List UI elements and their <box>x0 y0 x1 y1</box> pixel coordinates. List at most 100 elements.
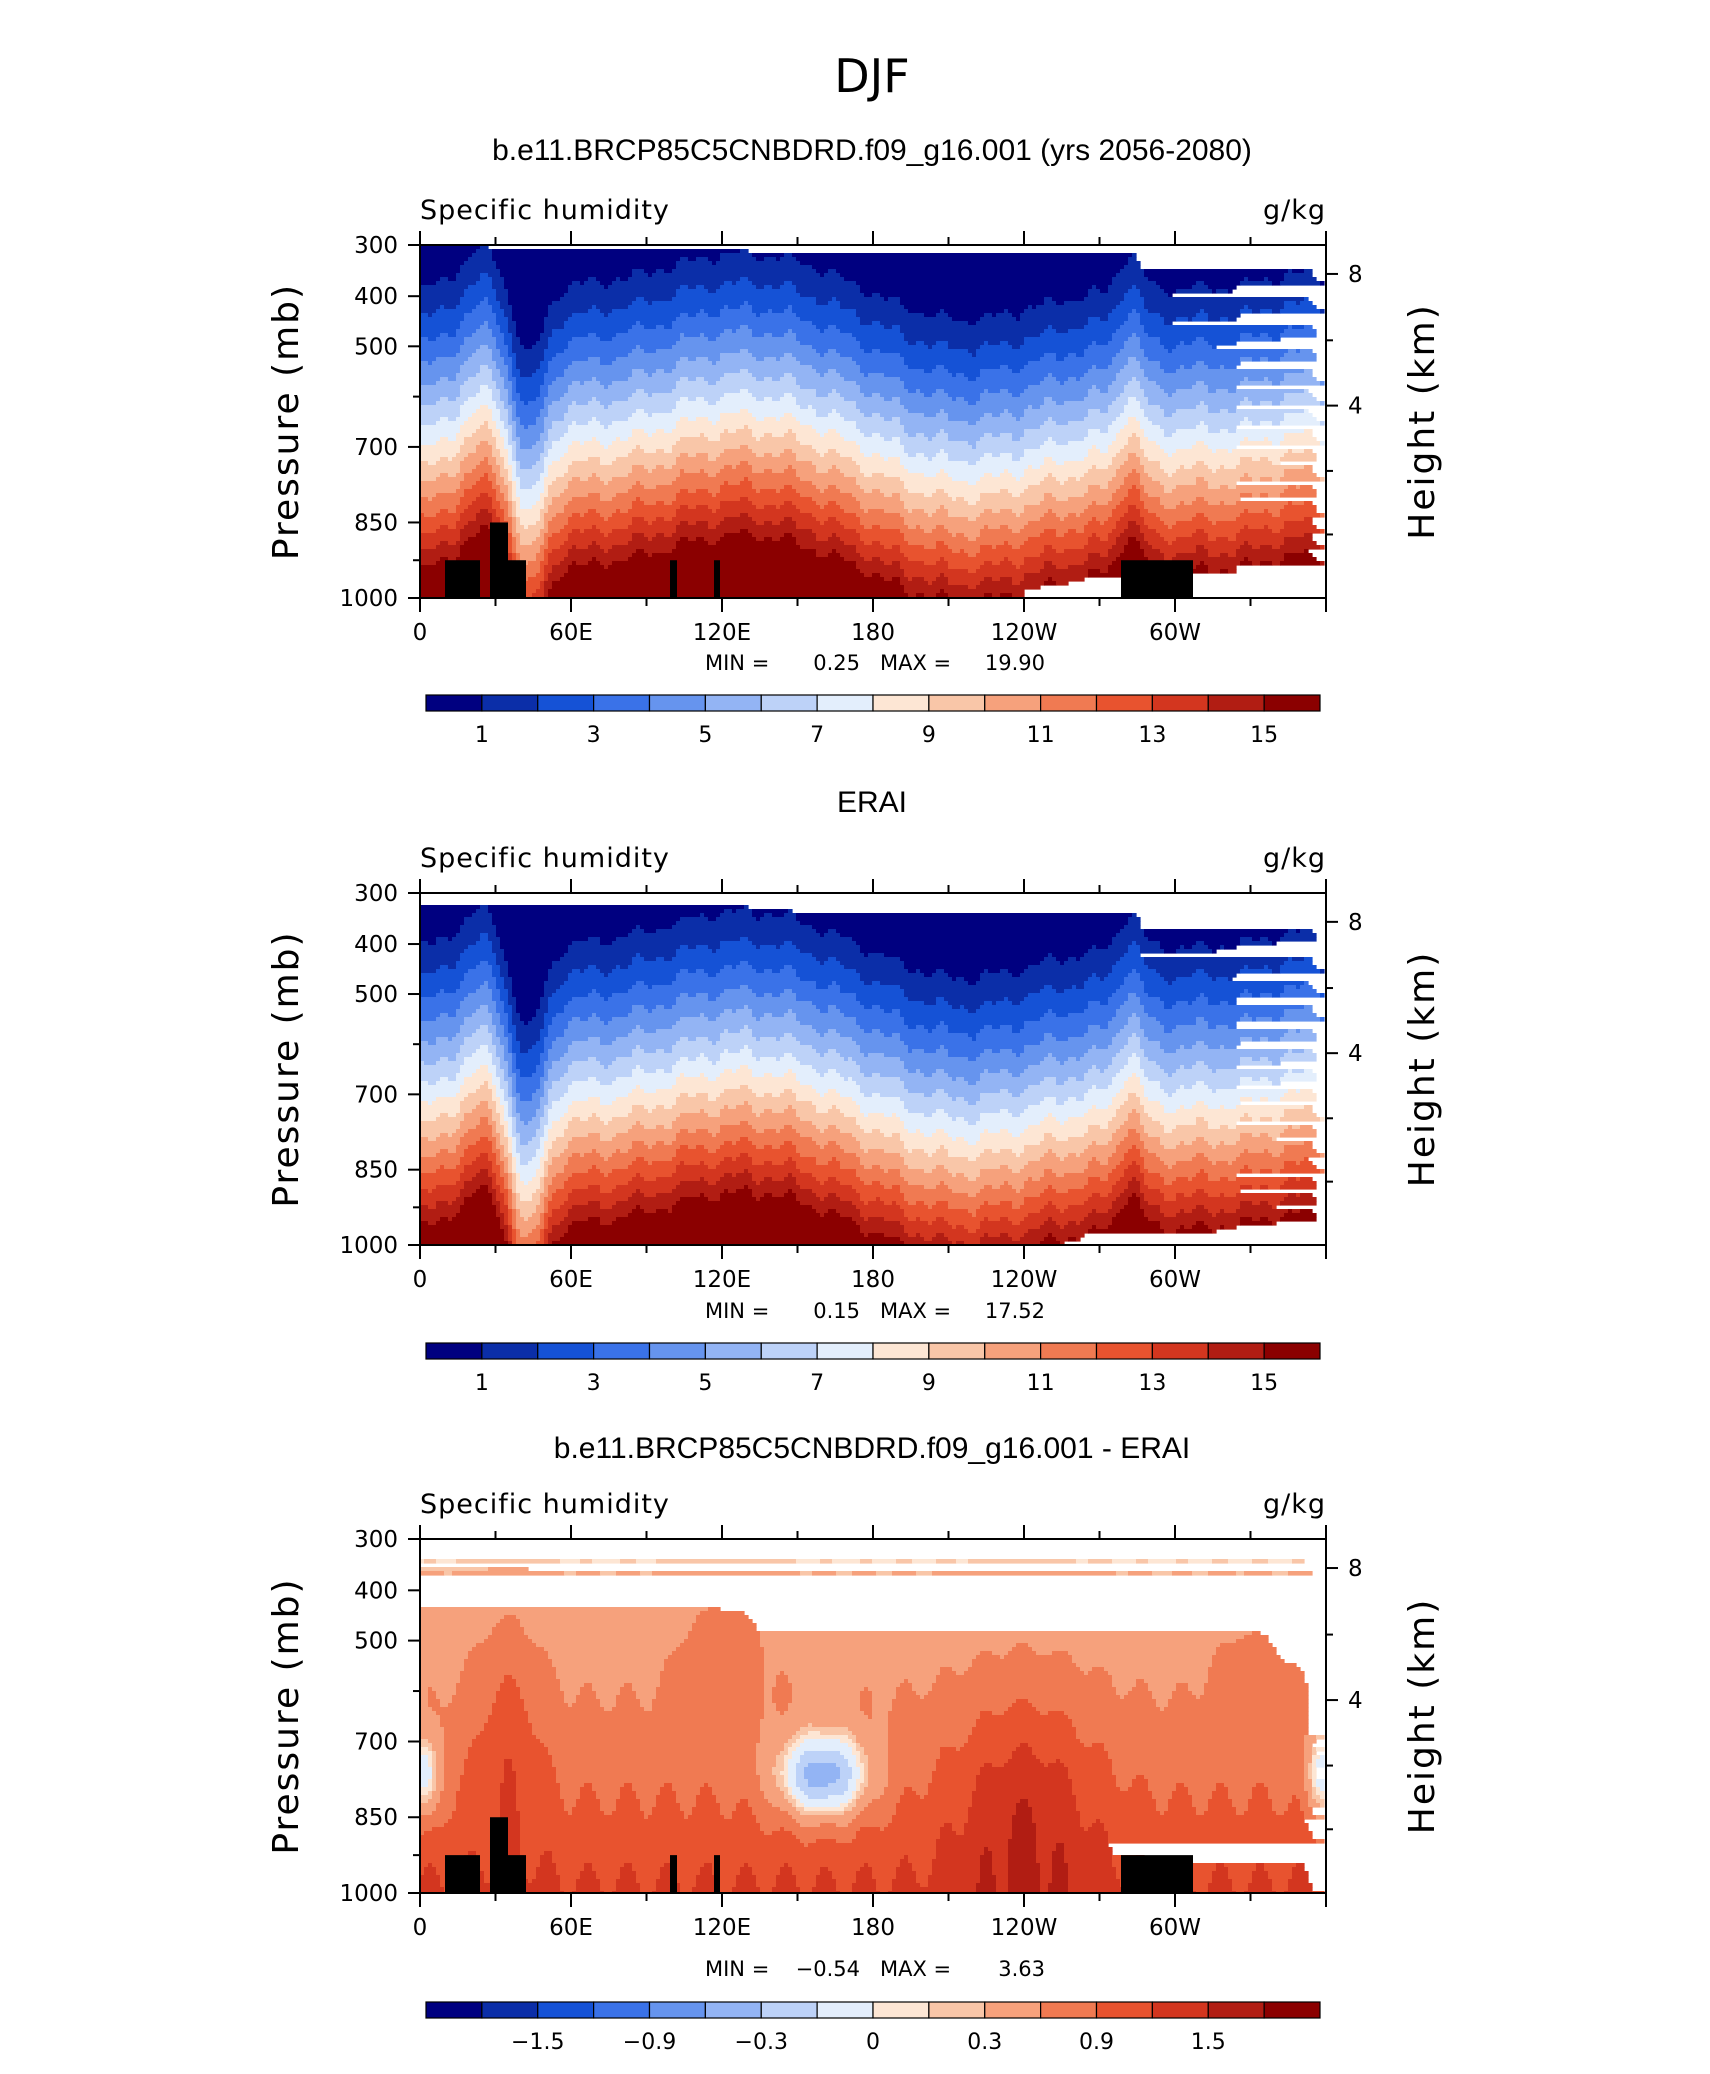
contour-cell <box>856 1137 901 1142</box>
contour-cell <box>608 425 677 430</box>
contour-cell <box>748 513 813 518</box>
contour-cell <box>788 305 793 310</box>
contour-cell <box>1020 529 1045 534</box>
contour-cell <box>1144 521 1165 526</box>
contour-cell <box>600 561 613 566</box>
contour-cell <box>908 1149 913 1154</box>
contour-cell <box>776 417 781 422</box>
contour-cell <box>824 1053 841 1058</box>
contour-cell <box>544 1129 549 1134</box>
contour-cell <box>1164 1105 1181 1110</box>
contour-cell <box>720 357 757 362</box>
contour-cell <box>1012 1093 1021 1098</box>
contour-cell <box>520 501 537 506</box>
contour-cell <box>1256 1017 1273 1022</box>
contour-cell <box>652 393 725 398</box>
contour-cell <box>1140 1133 1149 1138</box>
contour-cell <box>812 925 1125 930</box>
contour-cell <box>536 537 545 542</box>
contour-cell <box>652 521 681 526</box>
contour-cell <box>1304 465 1313 470</box>
contour-cell <box>904 1125 1029 1130</box>
contour-cell <box>456 1129 469 1134</box>
contour-cell <box>1320 1117 1325 1122</box>
contour-cell <box>1116 525 1129 530</box>
contour-cell <box>720 413 753 418</box>
contour-cell <box>1284 1073 1317 1078</box>
contour-cell <box>1284 277 1317 282</box>
contour-cell <box>1184 945 1193 950</box>
contour-cell <box>588 277 597 282</box>
contour-cell <box>816 549 833 554</box>
contour-cell <box>1260 1077 1269 1082</box>
contour-cell <box>840 1129 865 1134</box>
contour-cell <box>856 421 901 426</box>
contour-cell <box>880 1093 925 1098</box>
contour-cell <box>1088 393 1121 398</box>
contour-cell <box>1108 533 1121 538</box>
contour-cell <box>420 989 441 994</box>
contour-cell <box>1128 261 1141 266</box>
contour-cell <box>500 353 509 358</box>
contour-cell <box>512 553 517 558</box>
contour-cell <box>552 501 569 506</box>
contour-cell <box>492 277 505 282</box>
contour-cell <box>948 453 985 458</box>
contour-cell <box>1020 565 1045 570</box>
contour-cell <box>1124 529 1141 534</box>
contour-cell <box>592 305 597 310</box>
contour-cell <box>788 1105 793 1110</box>
contour-cell <box>796 1145 821 1150</box>
contour-cell <box>696 945 709 950</box>
contour-cell <box>568 409 637 414</box>
contour-cell <box>504 457 509 462</box>
contour-cell <box>720 1057 757 1062</box>
contour-cell <box>460 529 481 534</box>
contour-cell <box>568 405 605 410</box>
contour-cell <box>492 1061 501 1066</box>
contour-cell <box>736 1157 753 1162</box>
contour-cell <box>1088 389 1101 394</box>
contour-cell <box>1140 337 1161 342</box>
contour-cell <box>824 329 841 334</box>
contour-cell <box>1048 1113 1053 1118</box>
contour-cell <box>600 513 613 518</box>
contour-cell <box>1100 553 1109 558</box>
contour-cell <box>892 561 901 566</box>
contour-cell <box>1300 301 1313 306</box>
contour-cell <box>900 1057 969 1062</box>
contour-cell <box>476 1125 493 1130</box>
contour-cell <box>680 1129 689 1134</box>
contour-cell <box>460 1121 481 1126</box>
contour-cell <box>644 449 657 454</box>
contour-cell <box>580 969 585 974</box>
contour-cell <box>796 457 853 462</box>
contour-cell <box>796 945 861 950</box>
contour-cell <box>948 393 981 398</box>
contour-cell <box>500 409 509 414</box>
contour-cell <box>772 333 785 338</box>
contour-cell <box>1208 945 1221 950</box>
contour-cell <box>1264 437 1269 442</box>
contour-cell <box>676 401 709 406</box>
contour-cell <box>516 557 521 562</box>
contour-cell <box>724 1141 733 1146</box>
contour-cell <box>1244 541 1249 546</box>
contour-cell <box>676 949 713 954</box>
contour-cell <box>836 549 857 554</box>
contour-cell <box>436 513 461 518</box>
contour-cell <box>760 489 777 494</box>
contour-cell <box>1112 457 1129 462</box>
contour-cell <box>612 1117 677 1122</box>
contour-cell <box>748 349 817 354</box>
contour-cell <box>492 281 505 286</box>
contour-cell <box>736 965 753 970</box>
contour-cell <box>980 457 1013 462</box>
contour-cell <box>980 581 1013 586</box>
contour-cell <box>420 529 437 534</box>
contour-cell <box>1068 529 1077 534</box>
contour-cell <box>928 513 933 518</box>
contour-cell <box>1236 1105 1305 1110</box>
contour-cell <box>516 445 521 450</box>
contour-cell <box>1084 325 1121 330</box>
